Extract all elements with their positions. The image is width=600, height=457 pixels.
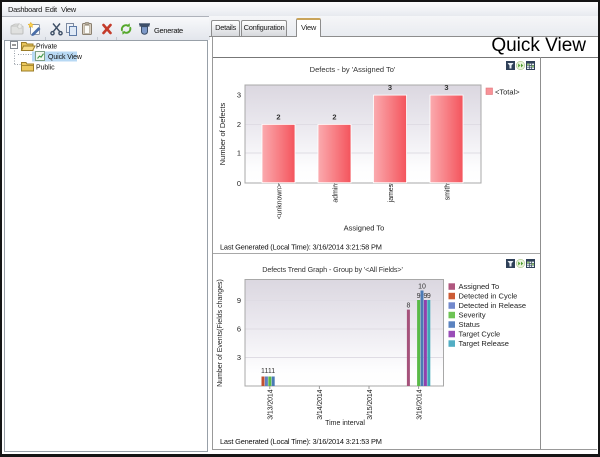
svg-text:6: 6: [237, 325, 241, 334]
svg-text:Target Release: Target Release: [459, 339, 509, 348]
svg-text:9: 9: [427, 293, 431, 300]
svg-text:Detected in Cycle: Detected in Cycle: [459, 292, 518, 301]
svg-text:3: 3: [388, 83, 392, 92]
svg-text:Status: Status: [459, 320, 481, 329]
svg-text:2: 2: [276, 113, 280, 122]
svg-text:Defects - by 'Assigned To': Defects - by 'Assigned To': [310, 65, 396, 74]
svg-text:Quick View: Quick View: [48, 54, 83, 61]
svg-text:1: 1: [261, 368, 265, 375]
svg-text:Assigned To: Assigned To: [459, 282, 500, 291]
svg-text:Severity: Severity: [459, 311, 486, 320]
svg-text:Target Cycle: Target Cycle: [459, 330, 501, 339]
svg-text:smith: smith: [444, 184, 451, 200]
svg-text:admin: admin: [332, 184, 339, 203]
svg-text:Time interval: Time interval: [325, 420, 365, 427]
svg-text:Last Generated (Local Time): 3: Last Generated (Local Time): 3/16/2014 3…: [220, 243, 382, 252]
svg-text:Private: Private: [36, 44, 57, 51]
svg-text:9: 9: [417, 293, 421, 300]
svg-text:0: 0: [237, 179, 241, 188]
svg-text:8: 8: [406, 303, 410, 310]
svg-text:1: 1: [271, 368, 275, 375]
svg-text:Defects Trend Graph - Group by: Defects Trend Graph - Group by '<All Fie…: [262, 265, 403, 274]
svg-text:Public: Public: [36, 65, 55, 72]
svg-text:Last Generated (Local Time): 3: Last Generated (Local Time): 3/16/2014 3…: [220, 437, 382, 446]
svg-text:3: 3: [237, 91, 241, 100]
svg-text:1: 1: [237, 149, 241, 158]
svg-text:<unknown>: <unknown>: [276, 184, 283, 219]
svg-text:Assigned To: Assigned To: [344, 224, 385, 233]
svg-text:3/15/2014: 3/15/2014: [367, 389, 374, 419]
svg-text:james: james: [388, 183, 395, 203]
svg-text:1: 1: [264, 368, 268, 375]
svg-text:3: 3: [444, 83, 448, 92]
svg-text:3: 3: [237, 353, 241, 362]
svg-text:3/13/2014: 3/13/2014: [268, 389, 275, 419]
svg-text:Number of Defects: Number of Defects: [218, 102, 227, 165]
svg-text:2: 2: [237, 120, 241, 129]
svg-text:1: 1: [268, 368, 272, 375]
svg-text:9: 9: [237, 296, 241, 305]
svg-text:<Total>: <Total>: [495, 88, 520, 97]
svg-text:3/16/2014: 3/16/2014: [416, 389, 423, 419]
svg-text:9: 9: [423, 293, 427, 300]
svg-text:10: 10: [418, 284, 426, 291]
svg-text:Detected in Release: Detected in Release: [459, 301, 527, 310]
svg-text:Number of Events(Fields change: Number of Events(Fields changes): [217, 279, 224, 387]
svg-text:3/14/2014: 3/14/2014: [317, 389, 324, 419]
svg-text:2: 2: [332, 113, 336, 122]
